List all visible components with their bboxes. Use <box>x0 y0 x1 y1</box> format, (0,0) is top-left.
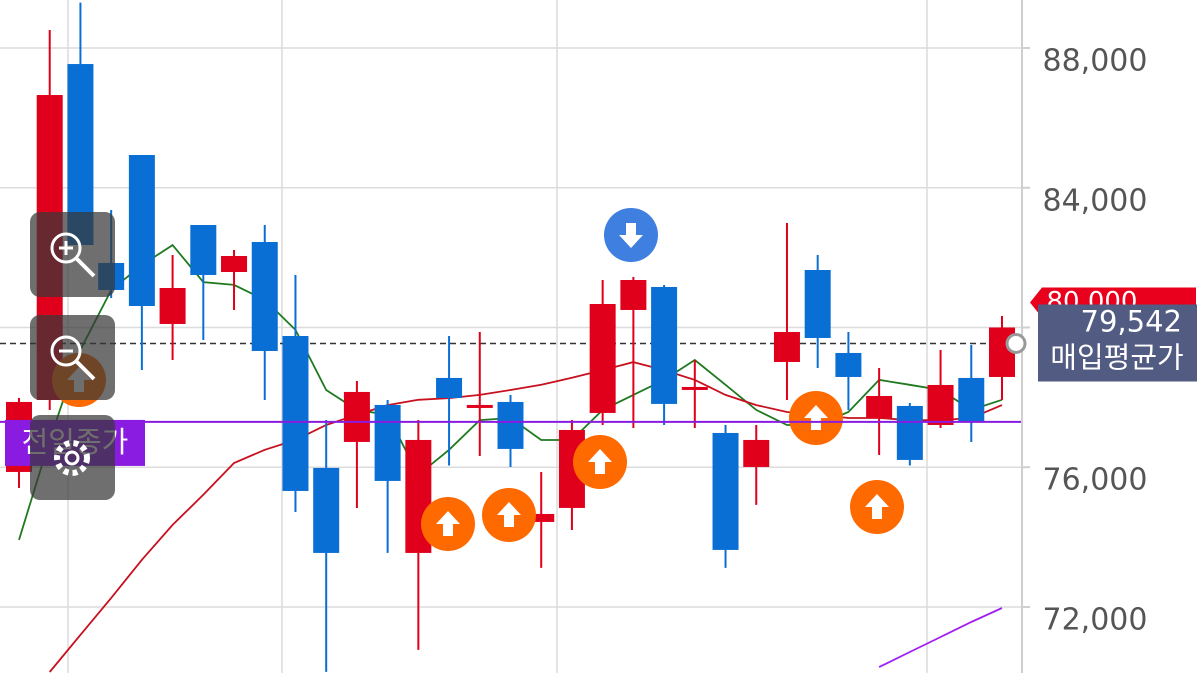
buy-signal <box>850 480 904 534</box>
candle-body <box>651 286 678 404</box>
average-price-value: 79,542 <box>1081 305 1182 339</box>
buy-signal <box>482 488 536 542</box>
candle-body <box>958 377 985 422</box>
candle-body <box>436 377 463 398</box>
toolbar <box>30 212 115 500</box>
candle-body <box>712 432 739 550</box>
plot-area <box>0 2 1022 673</box>
candle-body <box>743 439 770 467</box>
candle-body <box>159 287 186 324</box>
candle-body <box>282 335 309 491</box>
candle-body <box>835 352 862 377</box>
candle-body <box>927 384 954 425</box>
zoom-in-button[interactable] <box>30 212 115 297</box>
sell-signal <box>604 208 658 262</box>
average-price-marker <box>1005 333 1027 355</box>
buy-signal <box>421 497 475 551</box>
y-tick-label: 84,000 <box>1043 183 1148 218</box>
y-tick-label: 76,000 <box>1043 463 1148 498</box>
candle-body <box>896 405 923 460</box>
y-tick-label: 72,000 <box>1043 602 1148 637</box>
moving-average-line <box>49 361 1003 673</box>
candle-body <box>221 255 248 272</box>
signals <box>52 208 904 551</box>
settings-button[interactable] <box>30 415 115 500</box>
average-price-box <box>1038 304 1197 382</box>
candle-body <box>497 401 524 449</box>
zoom-out-button[interactable] <box>30 315 115 400</box>
candle-body <box>466 404 493 408</box>
candle-body <box>804 270 831 338</box>
candle-body <box>589 303 616 413</box>
moving-average-line <box>878 607 1003 668</box>
candle-body <box>528 513 555 522</box>
buy-signal <box>789 391 843 445</box>
y-tick-label: 88,000 <box>1043 44 1148 79</box>
candle-body <box>374 404 401 481</box>
candle-body <box>773 331 800 362</box>
buy-signal <box>573 435 627 489</box>
candle-body <box>313 467 340 553</box>
candle-body <box>251 241 278 351</box>
candle-body <box>190 225 217 275</box>
candle-body <box>343 391 370 442</box>
average-price-label: 매입평균가 <box>1050 341 1183 375</box>
grid <box>0 0 1022 673</box>
candle-body <box>620 279 647 310</box>
candle-body <box>681 386 708 390</box>
candle-body <box>866 395 893 418</box>
candle-body <box>128 155 155 306</box>
